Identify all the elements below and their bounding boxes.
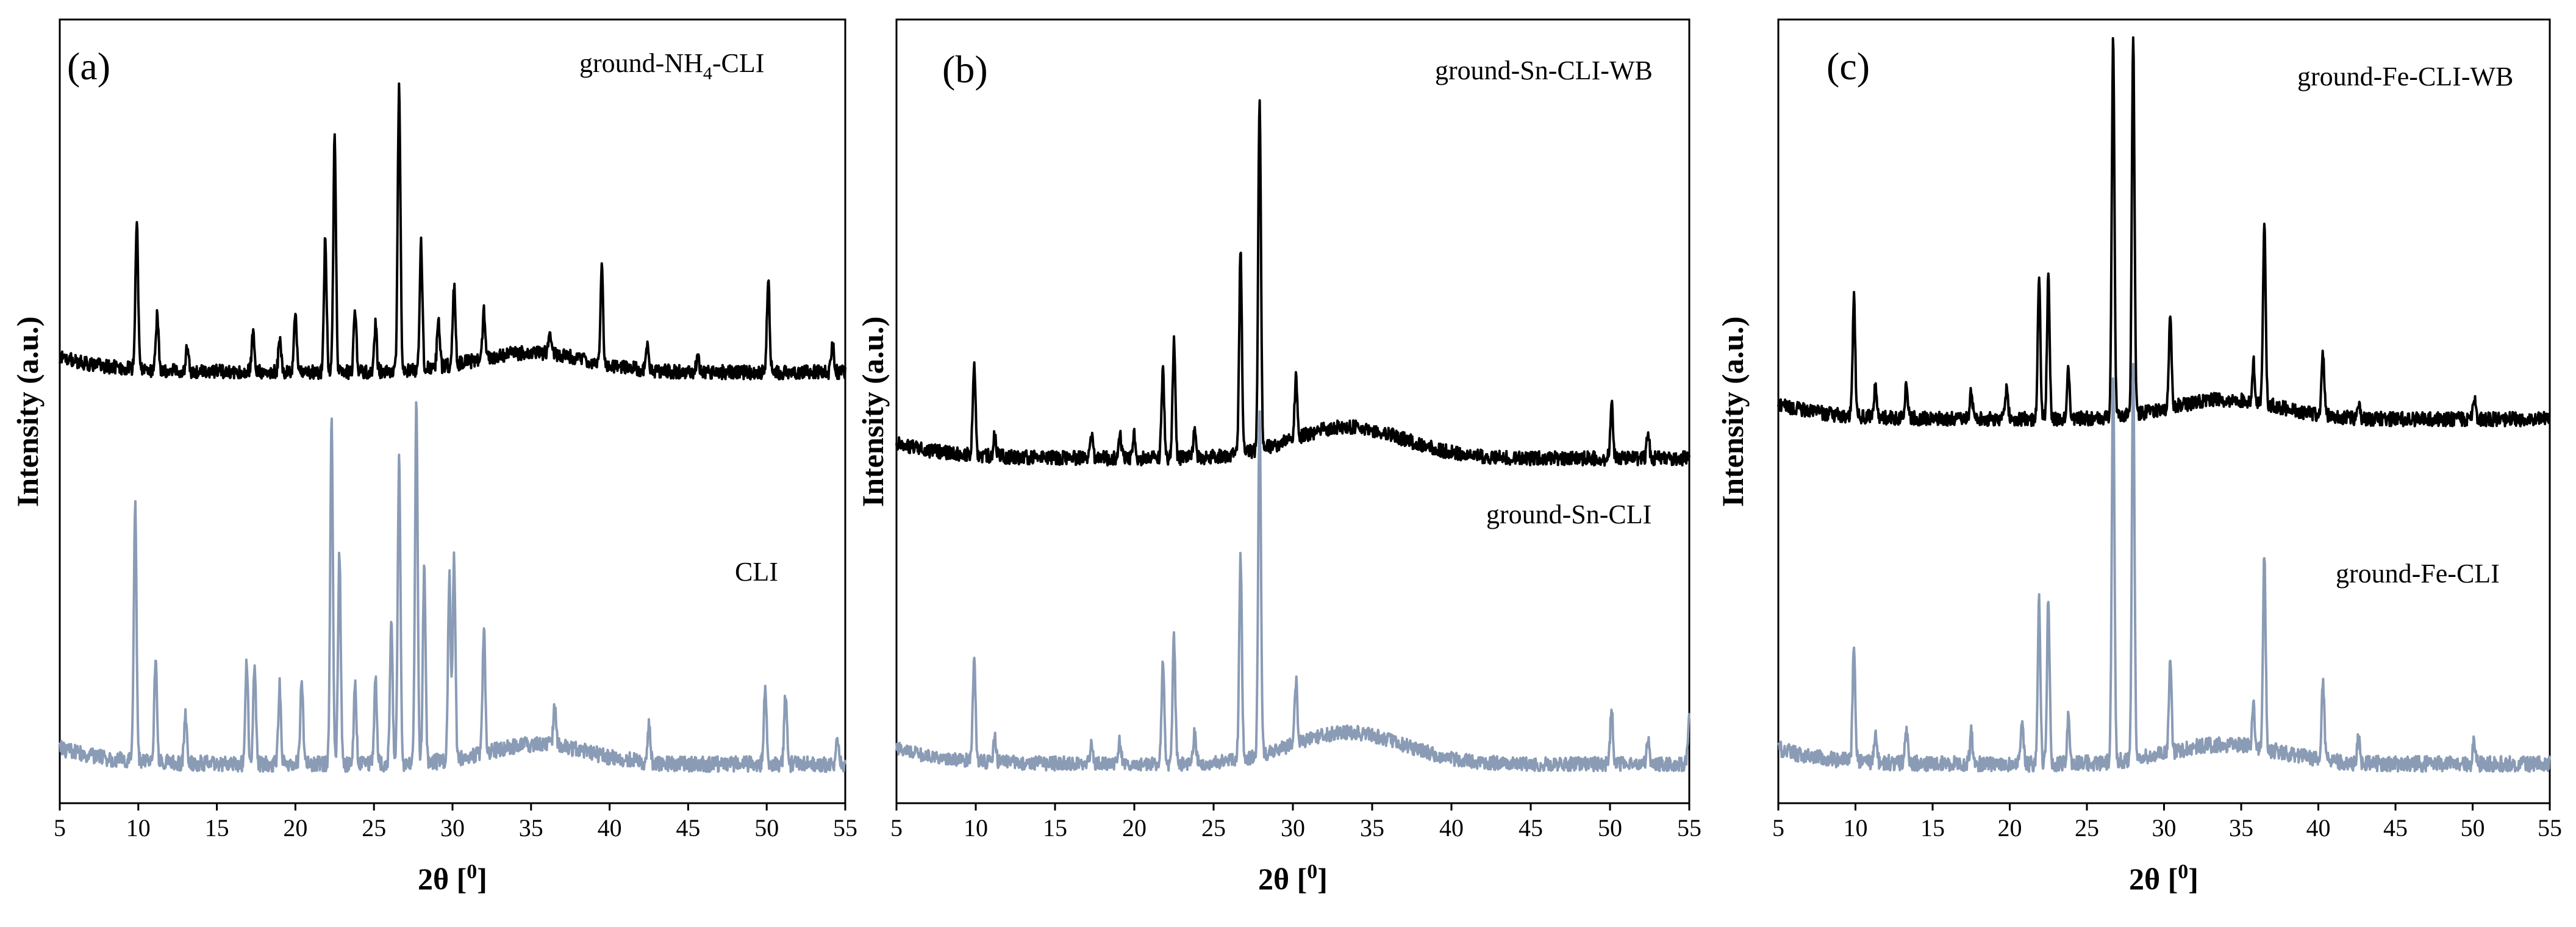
panel-a-series-2-label: CLI [735, 557, 778, 587]
panel-c-x-tick-label-35: 35 [2229, 814, 2253, 842]
panel-c-series-1-label: ground-Fe-CLI-WB [2297, 62, 2513, 91]
panel-c-x-tick-label-55: 55 [2538, 814, 2562, 842]
panel-c-series-1-line [1777, 36, 2551, 428]
panel-c-x-axis-title: 2θ [0] [2129, 861, 2199, 896]
panel-c-x-tick-label-45: 45 [2383, 814, 2408, 842]
panel-c-letter: (c) [1826, 45, 1870, 88]
panel-b: 5 10 15 20 25 30 35 40 45 50 55 (b) ground-Sn-CLI-… [856, 18, 1701, 896]
panel-a-x-tick-label-55: 55 [833, 814, 857, 842]
panel-b-x-tick-label-20: 20 [1122, 814, 1147, 842]
panel-c-x-tick-label-20: 20 [1998, 814, 2022, 842]
panel-b-x-tick-label-10: 10 [964, 814, 988, 842]
panel-c-x-tick-label-50: 50 [2461, 814, 2485, 842]
panel-b-x-tick-label-50: 50 [1598, 814, 1622, 842]
panel-b-y-axis-title: Intensity (a.u.) [856, 317, 890, 507]
panel-c-ticks: 5 10 15 20 25 30 35 40 45 50 55 [1772, 803, 2562, 842]
panel-a-x-tick-label-25: 25 [362, 814, 386, 842]
panel-a-x-tick-label-45: 45 [676, 814, 700, 842]
panel-a-ticks: 5 10 15 20 25 30 35 40 45 50 55 [54, 803, 857, 842]
panel-b-series-1-line [895, 99, 1690, 467]
panel-c-x-tick-label-30: 30 [2152, 814, 2177, 842]
panel-c-y-axis-title: Intensity (a.u.) [1716, 317, 1750, 507]
panel-c-x-tick-label-10: 10 [1844, 814, 1868, 842]
panel-a-x-tick-label-50: 50 [754, 814, 779, 842]
panel-a-x-axis-title: 2θ [0] [418, 861, 487, 896]
panel-c-series [1777, 36, 2551, 773]
panel-c-x-tick-label-5: 5 [1772, 814, 1784, 842]
panel-b-x-tick-label-25: 25 [1201, 814, 1226, 842]
panel-c-series-2-line [1777, 362, 2551, 773]
panel-a: 5 10 15 20 25 30 35 40 45 50 55 (a) ground-NH4-CLI… [10, 18, 857, 896]
panel-a-x-tick-label-15: 15 [205, 814, 229, 842]
panel-b-x-tick-label-15: 15 [1043, 814, 1067, 842]
panel-b-x-tick-label-55: 55 [1677, 814, 1701, 842]
panel-a-x-tick-label-5: 5 [54, 814, 66, 842]
panel-a-x-tick-label-20: 20 [283, 814, 307, 842]
panel-a-y-axis-title: Intensity (a.u.) [10, 317, 45, 507]
panel-c-x-tick-label-25: 25 [2075, 814, 2099, 842]
panel-b-x-tick-label-30: 30 [1281, 814, 1305, 842]
panel-b-x-tick-label-40: 40 [1439, 814, 1464, 842]
panel-b-series-1-label: ground-Sn-CLI-WB [1435, 55, 1653, 85]
panel-a-x-tick-label-10: 10 [126, 814, 151, 842]
panel-b-x-tick-label-35: 35 [1360, 814, 1384, 842]
panel-a-series-1-line [59, 82, 846, 381]
panel-b-ticks: 5 10 15 20 25 30 35 40 45 50 55 [890, 803, 1701, 842]
panel-c-x-tick-label-40: 40 [2306, 814, 2331, 842]
panel-a-series-1-label: ground-NH4-CLI [579, 48, 764, 84]
panel-a-series-2-line [59, 401, 846, 773]
panel-b-letter: (b) [942, 48, 988, 91]
panel-a-x-tick-label-40: 40 [598, 814, 622, 842]
panel-a-letter: (a) [67, 45, 110, 88]
panel-a-x-tick-label-35: 35 [519, 814, 543, 842]
panel-b-series-2-line [895, 410, 1690, 773]
panel-b-x-axis-title: 2θ [0] [1258, 861, 1328, 896]
panel-c-x-tick-label-15: 15 [1920, 814, 1945, 842]
panel-b-x-tick-label-45: 45 [1519, 814, 1543, 842]
panel-c-series-2-label: ground-Fe-CLI [2336, 559, 2500, 589]
panel-b-series-2-label: ground-Sn-CLI [1486, 499, 1651, 529]
panel-a-series [59, 82, 846, 773]
panel-c: 5 10 15 20 25 30 35 40 45 50 55 (c) ground-Fe-CLI-… [1716, 18, 2562, 896]
panel-a-x-tick-label-30: 30 [440, 814, 465, 842]
panel-b-series [895, 99, 1690, 773]
panel-b-x-tick-label-5: 5 [890, 814, 903, 842]
